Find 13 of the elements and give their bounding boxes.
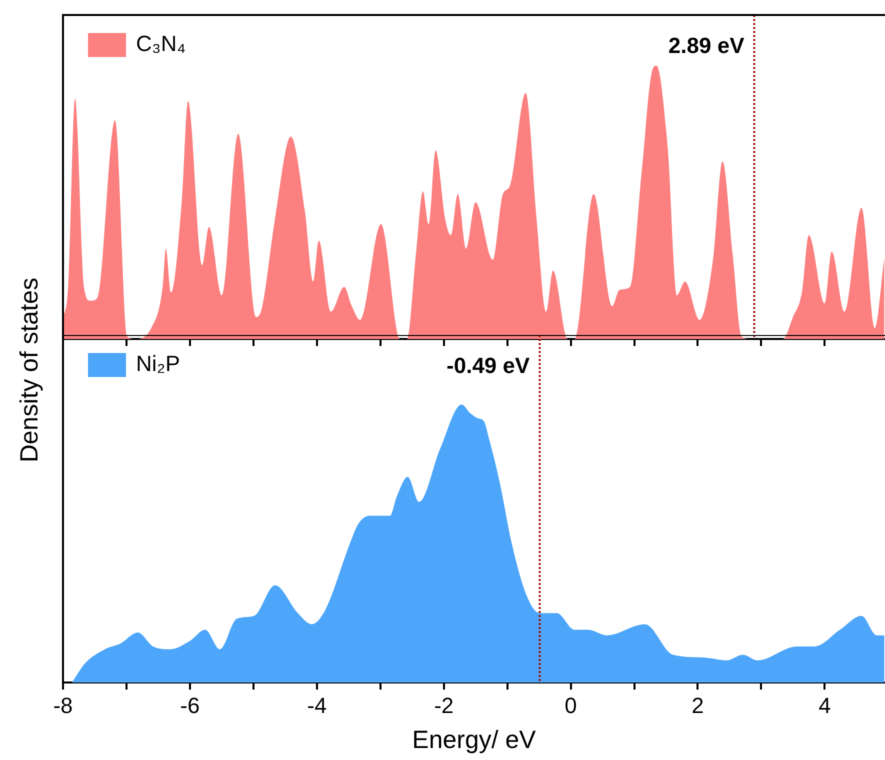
legend-label: C₃N₄ <box>136 31 186 56</box>
x-tick-label: 4 <box>818 692 831 718</box>
ref-line-label: -0.49 eV <box>446 353 530 378</box>
x-tick-label: -2 <box>434 692 454 718</box>
x-tick-label: -6 <box>180 692 200 718</box>
legend-label: Ni₂P <box>136 351 180 376</box>
ref-line-label: 2.89 eV <box>668 33 745 58</box>
x-tick-label: -4 <box>307 692 327 718</box>
x-tick-label: -8 <box>53 692 73 718</box>
x-tick-label: 2 <box>692 692 704 718</box>
y-axis-title: Density of states <box>16 278 44 462</box>
x-axis-title: Energy/ eV <box>412 726 536 754</box>
x-tick-label: 0 <box>564 692 577 718</box>
